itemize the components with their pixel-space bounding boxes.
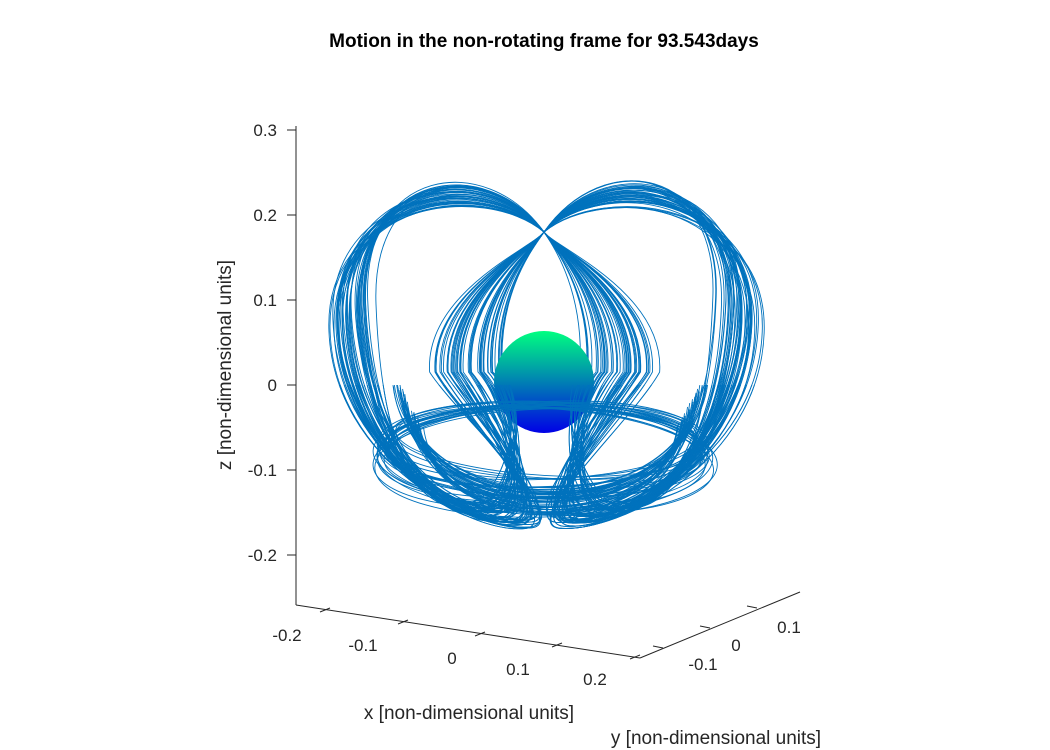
x-tick-label: -0.2: [272, 626, 301, 645]
x-tick-label: 0.2: [583, 670, 607, 689]
y-tick-label: 0: [731, 636, 740, 655]
y-axis-label: y [non-dimensional units]: [611, 728, 821, 749]
y-tick-label: -0.1: [688, 655, 717, 674]
x-ticks: -0.2 -0.1 0 0.1 0.2: [272, 607, 641, 689]
trajectory-loop-front: [373, 385, 515, 510]
z-tick-label: 0: [268, 376, 277, 395]
trajectory-loop-front: [546, 385, 753, 523]
trajectory-loop-front: [349, 385, 542, 525]
x-tick-label: 0.1: [506, 660, 530, 679]
trajectory-loop-front: [550, 385, 755, 529]
trajectory-front: [338, 385, 755, 530]
x-tick-mark: [551, 642, 563, 648]
trajectory-ring: [372, 400, 710, 510]
z-axis-label: z [non-dimensional units]: [215, 260, 236, 470]
trajectory-loop-front: [347, 385, 528, 523]
trajectory-arc: [419, 426, 678, 515]
y-axis-line: [639, 591, 801, 659]
trajectory-loop-front: [346, 385, 539, 521]
axes: -0.2 -0.1 0 0.1 0.2 0.3 -0.2 -0.1 0 0.1 0.2 -0.1 0…: [248, 121, 801, 689]
x-tick-label: 0: [447, 649, 456, 668]
y-tick-mark: [699, 625, 711, 629]
trajectory-loop-front: [350, 385, 533, 524]
chart-title: Motion in the non-rotating frame for 93.…: [329, 31, 759, 52]
trajectory-ring: [372, 405, 706, 511]
trajectory-loop-front: [357, 385, 528, 512]
y-tick-mark: [746, 605, 758, 609]
z-tick-label: -0.1: [248, 461, 277, 480]
x-tick-label: -0.1: [348, 636, 377, 655]
trajectory-loop-front: [349, 385, 540, 520]
trajectory-loop-front: [373, 385, 517, 503]
trajectory-loop-front: [571, 385, 713, 503]
trajectory-loop-front: [553, 385, 739, 527]
trajectory-loop-front: [338, 385, 540, 528]
trajectory-loop-front: [339, 385, 541, 529]
z-tick-label: -0.2: [248, 546, 277, 565]
trajectory-ring: [374, 408, 714, 518]
x-tick-mark: [629, 654, 641, 660]
trajectory-loop-front: [571, 385, 727, 511]
trajectory-arc: [408, 417, 683, 508]
trajectory-loop-front: [558, 385, 736, 527]
x-tick-mark: [474, 631, 486, 637]
z-ticks: -0.2 -0.1 0 0.1 0.2 0.3: [248, 121, 296, 565]
y-tick-label: 0.1: [777, 618, 801, 637]
y-tick-mark: [652, 645, 664, 649]
x-axis-label: x [non-dimensional units]: [364, 703, 574, 724]
trajectory-loop-front: [579, 385, 723, 515]
trajectory-loop-front: [568, 385, 727, 511]
trajectory-loop-front: [552, 385, 740, 521]
x-tick-mark: [397, 619, 409, 625]
trajectory-ring: [383, 402, 707, 499]
x-tick-mark: [319, 607, 331, 613]
z-tick-label: 0.3: [253, 121, 277, 140]
z-tick-label: 0.1: [253, 291, 277, 310]
trajectory-loop-front: [368, 385, 523, 513]
trajectory-loop-front: [347, 385, 535, 530]
x-axis-line: [295, 604, 641, 659]
trajectory-loop-front: [343, 385, 541, 523]
y-ticks: -0.1 0 0.1: [652, 605, 801, 674]
z-tick-label: 0.2: [253, 206, 277, 225]
trajectory-loop-front: [351, 385, 532, 526]
trajectory-loop-front: [558, 385, 748, 523]
trajectory-ring: [376, 404, 718, 516]
